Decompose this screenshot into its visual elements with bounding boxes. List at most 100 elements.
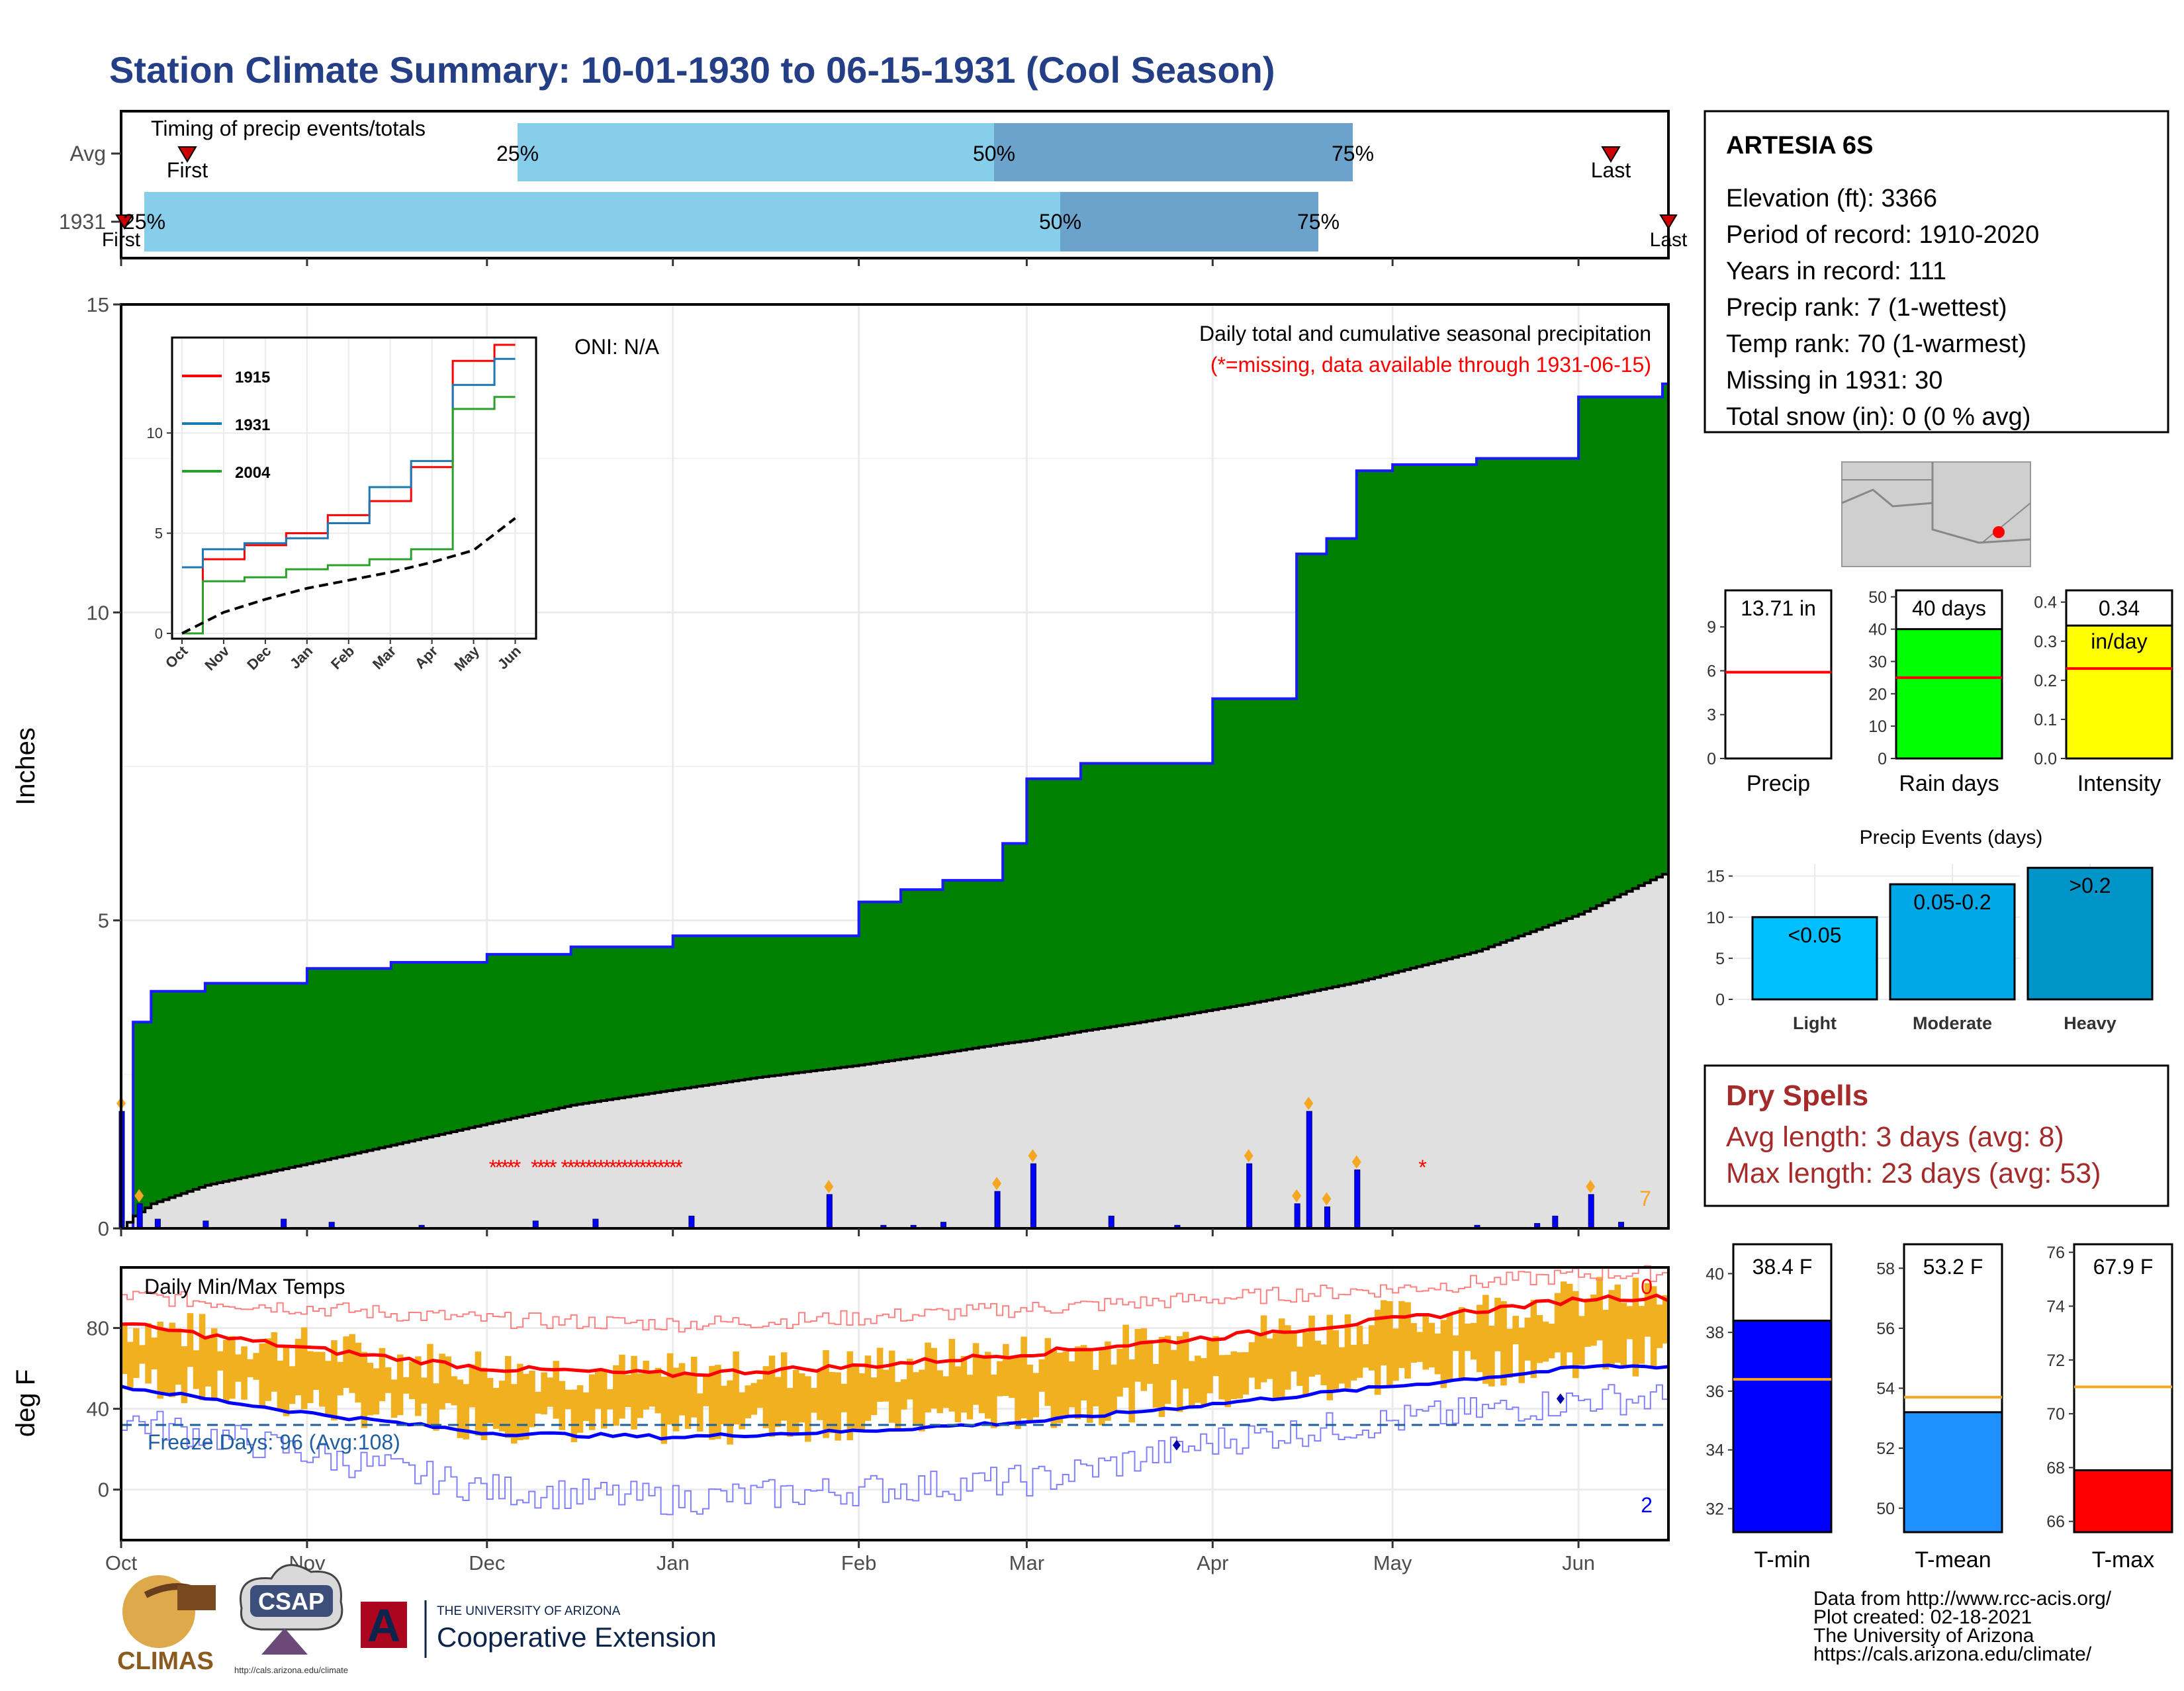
daily-temp-bar (1446, 1313, 1453, 1382)
daily-temp-bar (1560, 1281, 1567, 1368)
heavy-event-marker-icon (1304, 1097, 1314, 1111)
daily-temp-bar (1518, 1328, 1525, 1383)
daily-temp-bar (253, 1353, 259, 1380)
daily-temp-bar (1015, 1357, 1021, 1430)
daily-temp-bar (1500, 1301, 1507, 1386)
missing-marker-icon: * (591, 1156, 599, 1179)
missing-marker-icon: * (1418, 1156, 1426, 1179)
dry-spells: Dry Spells Avg length: 3 days (avg: 8) M… (1704, 1064, 2169, 1207)
missing-note: (*=missing, data available through 1931-… (1210, 353, 1651, 377)
cumulative-average-line (121, 872, 1668, 1230)
daily-temp-bar (433, 1383, 439, 1431)
daily-temp-bar (907, 1358, 913, 1400)
daily-temp-bar (1093, 1370, 1099, 1406)
temp-mini-bar-tmin (1732, 1319, 1833, 1533)
daily-temp-bar (229, 1336, 236, 1399)
precip-ylabel: Inches (11, 727, 40, 805)
normal-high-line (120, 1293, 1670, 1379)
heavy-event-marker-icon (824, 1179, 834, 1193)
daily-temp-bar (1477, 1304, 1483, 1373)
timing-1931-bar-50-75 (1060, 192, 1318, 251)
missing-marker-icon: * (639, 1156, 647, 1179)
events-category-label: Heavy (2064, 1013, 2116, 1033)
daily-temp-bar (1404, 1302, 1411, 1379)
csap-logo: CSAP http://cals.arizona.edu/climate (234, 1564, 348, 1675)
daily-precip-bar (1030, 1163, 1036, 1229)
daily-temp-bar (1176, 1336, 1183, 1412)
daily-temp-bar (541, 1372, 547, 1415)
station-snow: Total snow (in): 0 (0 % avg) (1726, 403, 2030, 431)
daily-temp-bar (1650, 1286, 1657, 1369)
temp-mini-y-tick-label: 66 (2046, 1513, 2065, 1531)
daily-temp-bar (570, 1389, 578, 1443)
events-bar-label: <0.05 (1788, 923, 1842, 947)
temp-mini-y-tick-label: 52 (1876, 1440, 1895, 1458)
daily-temp-bar (888, 1350, 895, 1423)
daily-temp-bar (846, 1351, 854, 1441)
daily-temp-bar (1392, 1328, 1399, 1381)
daily-temp-bar (1134, 1328, 1142, 1382)
daily-temp-bar (1494, 1297, 1501, 1351)
avg-p25-label: 25% (496, 142, 539, 165)
daily-temp-bar (1584, 1299, 1591, 1348)
temp-y-tick-label: 40 (87, 1398, 109, 1421)
daily-temp-bar (373, 1368, 380, 1415)
daily-temp-bar (1608, 1290, 1615, 1365)
inset-legend-1915: 1915 (235, 369, 270, 387)
daily-temp-bar (1356, 1326, 1363, 1378)
missing-marker-icon: * (621, 1156, 629, 1179)
events-category-label: Light (1793, 1013, 1837, 1033)
precip-events-chart: Precip Events (days) <0.05 Light 0.05-0.2 M… (1706, 827, 2154, 1033)
daily-temp-bar (774, 1377, 782, 1428)
mini-y-tick-label: 0.3 (2034, 633, 2057, 651)
daily-temp-bar (343, 1336, 349, 1389)
mini-y-tick-label: 0.1 (2034, 711, 2057, 729)
daily-temp-bar (1272, 1333, 1279, 1398)
temp-mini-value-tmin: 38.4 F (1752, 1255, 1813, 1279)
daily-temp-bar (547, 1377, 553, 1407)
x-tick-label: Jan (657, 1551, 690, 1575)
daily-precip-bar (1552, 1215, 1559, 1229)
daily-temp-bar (193, 1350, 200, 1389)
daily-temp-bar (936, 1370, 943, 1414)
daily-temp-bar (835, 1372, 841, 1441)
daily-temp-bar (576, 1385, 584, 1433)
daily-temp-bar (415, 1356, 422, 1416)
daily-temp-bar (402, 1377, 410, 1394)
daily-temp-bar (511, 1384, 518, 1444)
daily-temp-bar (247, 1359, 253, 1377)
daily-temp-bar (1458, 1307, 1465, 1380)
temp-mini-y-tick-label: 68 (2046, 1459, 2065, 1477)
daily-temp-bar (163, 1329, 169, 1394)
daily-temp-bar (619, 1354, 625, 1419)
daily-temp-bar (1542, 1321, 1549, 1362)
daily-temp-bar (1140, 1328, 1148, 1391)
daily-temp-bar (1554, 1293, 1561, 1353)
temp-mini-y-tick-label: 58 (1876, 1259, 1895, 1278)
daily-temp-bar (181, 1346, 188, 1404)
daily-temp-bar (960, 1355, 968, 1413)
normal-low-line (120, 1363, 1669, 1441)
daily-precip-bar (1108, 1215, 1115, 1229)
daily-temp-bar (1266, 1338, 1273, 1379)
daily-temp-bar (978, 1355, 985, 1414)
daily-temp-bar (613, 1365, 619, 1426)
temp-mini-y-tick-label: 50 (1876, 1500, 1895, 1518)
y-tick-label: 10 (87, 601, 109, 624)
daily-temp-bar (1116, 1348, 1123, 1397)
timing-avg-bar-50-75 (994, 123, 1353, 181)
location-map (1841, 461, 2031, 567)
temp-mini-y-tick-label: 72 (2046, 1351, 2065, 1370)
y-tick-label: 5 (98, 909, 109, 933)
mini-value-bg-rain_days (1897, 592, 2001, 623)
temp-mini-label-tmean: T-mean (1915, 1547, 1991, 1573)
station-years: Years in record: 111 (1726, 257, 1946, 285)
daily-temp-bar (475, 1351, 482, 1436)
heavy-event-marker-icon (1028, 1149, 1038, 1163)
mini-y-tick-label: 9 (1707, 618, 1716, 637)
x-tick-label: Dec (469, 1551, 505, 1575)
y-tick-label: 15 (87, 293, 109, 316)
y1931-p50-label: 50% (1039, 210, 1081, 234)
daily-temp-bar (529, 1371, 535, 1428)
daily-precip-bar (281, 1218, 287, 1229)
